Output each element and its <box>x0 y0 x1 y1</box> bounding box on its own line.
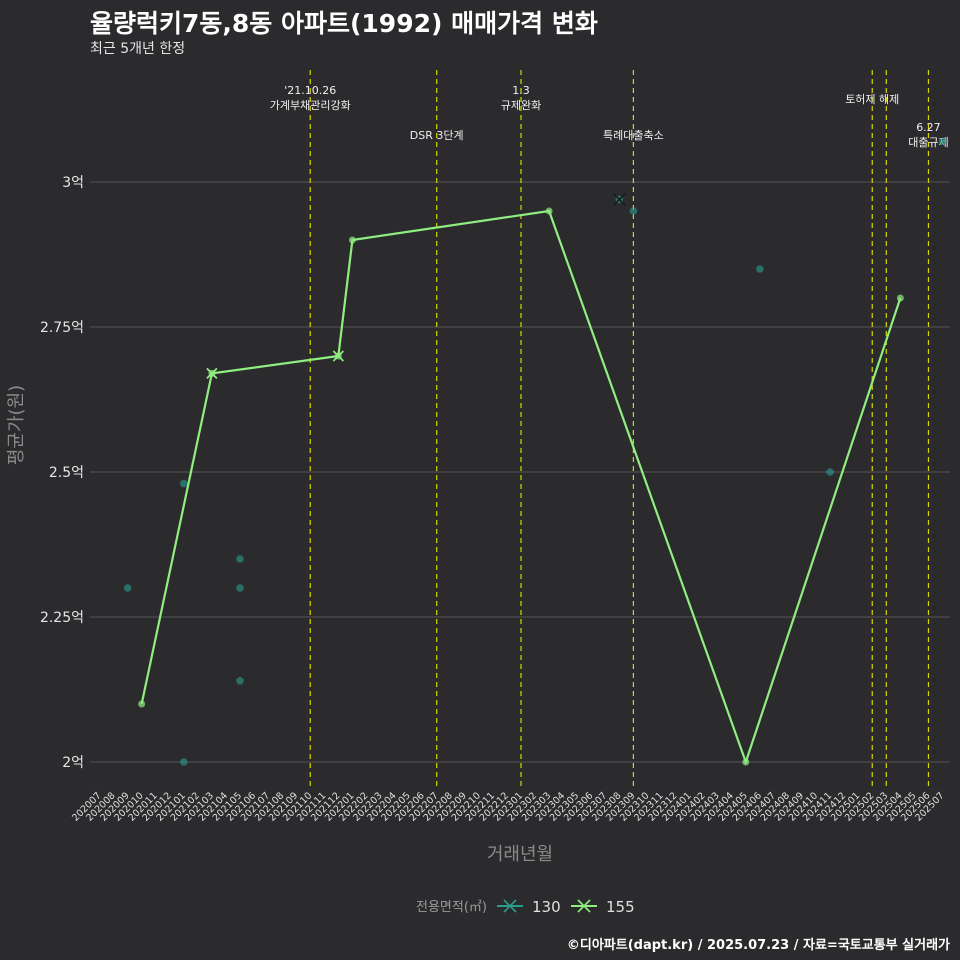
data-point-130 <box>756 265 764 273</box>
legend-label-130: 130 <box>532 898 561 916</box>
cross-marker-155 <box>206 367 218 380</box>
y-tick-label: 3억 <box>62 175 84 191</box>
event-label: 토허제 해제 <box>845 92 899 106</box>
event-label: 가계부채관리강화 <box>270 99 351 112</box>
cross-marker-130 <box>612 192 626 206</box>
data-point-130 <box>938 137 947 146</box>
event-label: 특례대출축소 <box>603 129 664 142</box>
x-axis-title: 거래년월 <box>487 844 553 865</box>
data-point-130 <box>826 468 834 476</box>
chart-subtitle: 최근 5개년 한정 <box>90 41 186 57</box>
data-point-155 <box>348 236 356 244</box>
data-point-155 <box>896 294 904 302</box>
y-axis-title: 평균가(원) <box>6 385 27 465</box>
chart-title: 율량럭키7동,8동 아파트(1992) 매매가격 변화 <box>90 9 598 38</box>
data-point-130 <box>236 677 244 685</box>
legend-key-155 <box>577 899 591 913</box>
y-tick-label: 2.5억 <box>49 465 84 481</box>
event-label: 6.27 <box>916 121 941 134</box>
data-point-130 <box>123 584 132 592</box>
data-point-130 <box>180 758 188 766</box>
data-point-155 <box>742 758 750 766</box>
y-tick-label: 2.25억 <box>40 610 84 626</box>
data-point-130 <box>629 207 638 215</box>
data-point-130 <box>180 479 188 488</box>
event-label: 1.3 <box>512 84 530 97</box>
event-label: 대출규제 <box>908 136 948 149</box>
event-label: 규제완화 <box>501 99 541 112</box>
cross-marker-155 <box>332 350 344 362</box>
source-caption: ©디아파트(dapt.kr) / 2025.07.23 / 자료=국토교통부 실… <box>566 938 950 953</box>
data-point-130 <box>236 584 244 592</box>
y-tick-label: 2.75억 <box>40 320 84 336</box>
legend-key-130 <box>503 899 517 913</box>
y-tick-label: 2억 <box>62 755 84 771</box>
data-point-155 <box>138 700 146 708</box>
data-point-130 <box>236 555 244 563</box>
legend-title: 전용면적(㎡) <box>416 900 487 915</box>
legend-label-155: 155 <box>606 898 635 916</box>
event-label: '21.10.26 <box>284 84 336 97</box>
data-point-155 <box>545 207 553 215</box>
event-label: DSR 3단계 <box>410 129 464 142</box>
